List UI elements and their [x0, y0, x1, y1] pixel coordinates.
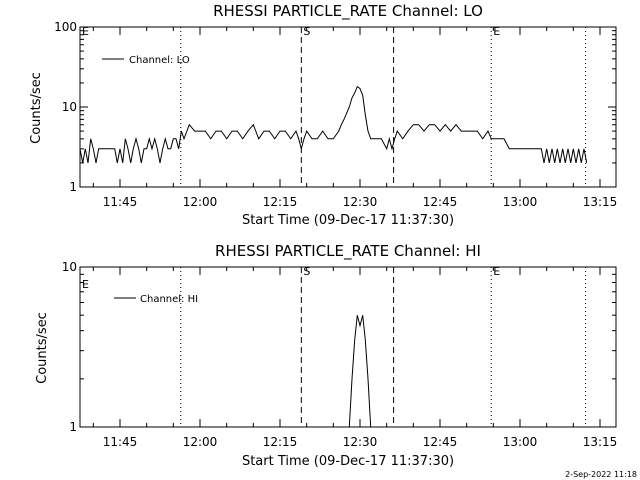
chart-1-corner-label: E [82, 25, 89, 38]
chart-1-xtick-label: 12:30 [343, 195, 378, 209]
chart-2-xtick-label: 12:15 [263, 435, 298, 449]
chart-1-xtick-label: 12:45 [423, 195, 458, 209]
chart-1-xtick-label: 13:00 [503, 195, 538, 209]
chart-2-corner-label: E [82, 278, 89, 291]
chart-1-ytick-label: 1 [69, 180, 77, 194]
chart-2-xlabel: Start Time (09-Dec-17 11:37:30) [242, 454, 454, 469]
chart-1-ytick-label: 100 [54, 20, 77, 34]
chart-2-legend-label: Channel: HI [140, 294, 198, 305]
chart-1-ylabel: Counts/sec [29, 72, 44, 144]
chart-2-marker-label: S [303, 265, 310, 278]
chart-1-xlabel: Start Time (09-Dec-17 11:37:30) [242, 213, 454, 228]
chart-2-xtick-label: 12:30 [343, 435, 378, 449]
chart-1-marker-label: S [303, 25, 310, 38]
chart-1-xtick-label: 12:15 [263, 195, 298, 209]
chart-1-xtick-label: 11:45 [103, 195, 138, 209]
chart-2-marker-label: E [493, 265, 500, 278]
chart-1-ytick-label: 10 [62, 100, 77, 114]
chart-2-xtick-label: 12:00 [183, 435, 218, 449]
chart-2-xtick-label: 11:45 [103, 435, 138, 449]
chart-2-ytick-label: 1 [69, 420, 77, 434]
chart-2-ytick-label: 10 [62, 260, 77, 274]
chart-2-xtick-label: 13:15 [583, 435, 618, 449]
chart-1-legend-label: Channel: LO [129, 55, 190, 66]
chart-2-series-line [348, 315, 372, 428]
chart-2-title: RHESSI PARTICLE_RATE Channel: HI [215, 242, 481, 261]
chart-2-xtick-label: 12:45 [423, 435, 458, 449]
chart-1-plot-frame [79, 26, 617, 188]
chart-1-title: RHESSI PARTICLE_RATE Channel: LO [213, 2, 483, 21]
chart-1-xtick-label: 12:00 [183, 195, 218, 209]
chart-2-xtick-label: 13:00 [503, 435, 538, 449]
footer-timestamp: 2-Sep-2022 11:18 [565, 470, 637, 479]
chart-1-marker-label: E [493, 25, 500, 38]
chart-1-xtick-label: 13:15 [583, 195, 618, 209]
chart-2-ylabel: Counts/sec [35, 312, 50, 384]
chart-1-series-line [79, 85, 588, 163]
chart-2-plot-frame [79, 266, 617, 428]
